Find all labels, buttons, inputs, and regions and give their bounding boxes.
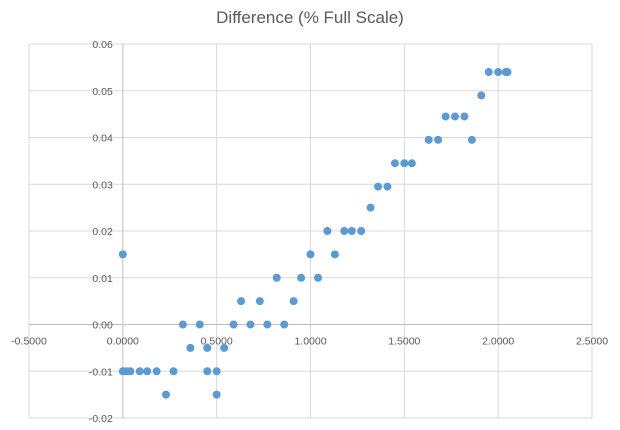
data-point xyxy=(400,159,409,168)
data-point xyxy=(503,68,512,77)
y-tick-label: 0.04 xyxy=(92,133,113,145)
data-point xyxy=(434,135,443,144)
data-point xyxy=(220,343,229,352)
x-tick-label: 2.0000 xyxy=(482,336,514,348)
data-point xyxy=(494,68,503,77)
x-tick-label: 1.5000 xyxy=(388,336,420,348)
data-point xyxy=(383,182,392,191)
data-point xyxy=(340,227,349,235)
y-tick-label: 0.02 xyxy=(92,226,113,238)
data-point xyxy=(135,367,144,376)
data-points xyxy=(118,68,512,399)
x-tick-label: 0.0000 xyxy=(107,336,139,348)
data-point xyxy=(169,367,178,376)
y-tick-label: 0.01 xyxy=(92,273,113,285)
data-point xyxy=(467,135,476,144)
data-point xyxy=(366,203,375,212)
data-point xyxy=(178,320,187,329)
tick-labels: -0.02 -0.01 0.00 0.01 0.02 0.03 0.04 0.05 0.06 -0… xyxy=(11,39,608,425)
x-tick-label: 2.5000 xyxy=(576,336,608,348)
data-point xyxy=(390,159,399,168)
y-tick-label: -0.01 xyxy=(89,366,113,378)
data-point xyxy=(126,367,135,376)
y-tick-label: -0.02 xyxy=(89,413,113,425)
data-point xyxy=(314,273,323,282)
data-point xyxy=(246,320,255,329)
x-tick-label: -0.5000 xyxy=(11,336,47,348)
data-point xyxy=(289,297,298,306)
data-point xyxy=(143,367,152,376)
chart-title: Difference (% Full Scale) xyxy=(216,8,404,27)
data-point xyxy=(203,343,212,352)
data-point xyxy=(161,390,170,399)
data-point xyxy=(323,227,332,235)
data-point xyxy=(272,273,281,282)
data-point xyxy=(484,68,493,77)
data-point xyxy=(118,250,127,259)
data-point xyxy=(330,250,339,259)
data-point xyxy=(407,159,416,168)
data-point xyxy=(451,112,460,121)
data-point xyxy=(280,320,289,329)
data-point xyxy=(460,112,469,121)
y-tick-label: 0.05 xyxy=(92,86,113,98)
data-point xyxy=(424,135,433,144)
data-point xyxy=(477,91,486,100)
data-point xyxy=(306,250,315,259)
data-point xyxy=(212,390,221,399)
data-point xyxy=(297,273,306,282)
data-point xyxy=(263,320,272,329)
data-point xyxy=(441,112,450,121)
y-tick-label: 0.03 xyxy=(92,179,113,191)
y-tick-label: 0.00 xyxy=(92,320,113,332)
axes xyxy=(29,44,592,418)
data-point xyxy=(347,227,356,235)
data-point xyxy=(237,297,246,306)
data-point xyxy=(212,367,221,376)
data-point xyxy=(152,367,161,376)
data-point xyxy=(203,367,212,376)
x-tick-label: 1.0000 xyxy=(294,336,326,348)
data-point xyxy=(255,297,264,306)
data-point xyxy=(195,320,204,329)
data-point xyxy=(229,320,238,329)
data-point xyxy=(357,227,366,235)
y-tick-label: 0.06 xyxy=(92,39,113,51)
gridlines xyxy=(28,43,593,419)
data-point xyxy=(186,343,195,352)
data-point xyxy=(374,182,383,191)
